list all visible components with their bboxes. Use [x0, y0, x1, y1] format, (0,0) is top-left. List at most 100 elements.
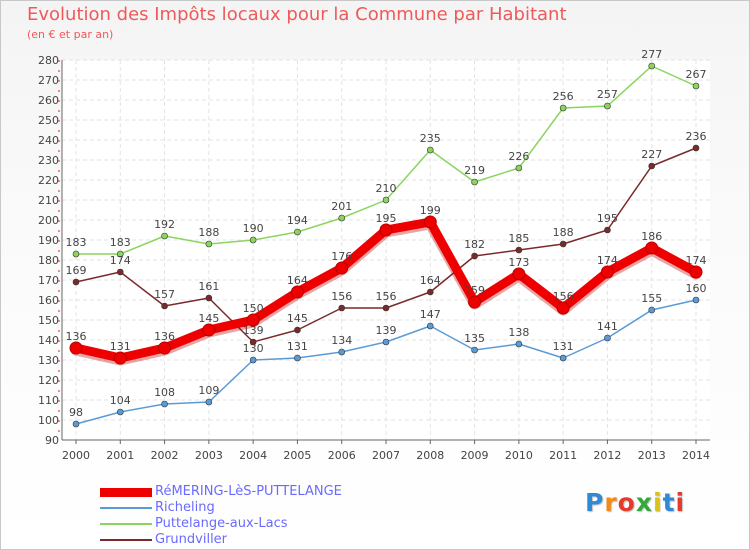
data-label: 185	[508, 232, 529, 245]
data-label: 186	[641, 230, 662, 243]
data-point	[604, 226, 611, 234]
data-label: 267	[686, 68, 707, 81]
data-point	[604, 102, 611, 110]
data-label: 182	[464, 238, 485, 251]
data-point	[116, 268, 124, 276]
legend-label: Puttelange-aux-Lacs	[155, 516, 288, 531]
logo-letter: i	[675, 488, 686, 517]
logo-letter: t	[662, 488, 676, 517]
x-tick-label: 2005	[283, 449, 311, 462]
data-label: 164	[420, 274, 441, 287]
data-label: 141	[597, 320, 618, 333]
data-point	[426, 288, 434, 296]
data-label: 138	[508, 326, 529, 339]
x-tick-label: 2003	[195, 449, 223, 462]
y-tick-label: 260	[38, 94, 59, 107]
data-label: 145	[198, 312, 219, 325]
data-label: 201	[331, 200, 352, 213]
y-tick-label: 130	[38, 354, 59, 367]
y-tick-label: 120	[38, 374, 59, 387]
data-point	[338, 214, 346, 222]
logo-letter: o	[617, 488, 636, 517]
x-tick-label: 2010	[505, 449, 533, 462]
chart-legend: RéMERING-LèS-PUTTELANGE Richeling Puttelan…	[100, 484, 400, 548]
data-point	[692, 82, 700, 90]
y-tick-label: 140	[38, 334, 59, 347]
data-point	[205, 398, 213, 406]
legend-swatch	[100, 507, 152, 509]
y-tick-label: 160	[38, 294, 59, 307]
data-point	[249, 356, 257, 364]
data-point	[515, 340, 523, 348]
data-label: 194	[287, 214, 308, 227]
y-tick-label: 170	[38, 274, 59, 287]
x-tick-label: 2014	[682, 449, 710, 462]
data-label: 155	[641, 292, 662, 305]
data-label: 156	[553, 290, 574, 303]
data-point	[515, 246, 523, 254]
data-label: 131	[553, 340, 574, 353]
legend-swatch	[100, 539, 152, 541]
data-label: 108	[154, 386, 175, 399]
data-point	[294, 228, 301, 236]
data-point	[116, 408, 124, 416]
legend-item: RéMERING-LèS-PUTTELANGE	[100, 484, 400, 500]
logo-letter: r	[604, 488, 618, 517]
data-point	[205, 240, 213, 248]
data-label: 131	[110, 340, 131, 353]
data-point	[471, 252, 478, 260]
data-point	[113, 351, 127, 365]
y-tick-label: 90	[45, 434, 59, 447]
data-label: 136	[154, 330, 175, 343]
x-tick-label: 2011	[549, 449, 577, 462]
data-label: 157	[154, 288, 175, 301]
chart-title: Evolution des Impôts locaux pour la Comm…	[27, 4, 567, 25]
data-point	[246, 313, 260, 327]
data-label: 257	[597, 88, 618, 101]
data-label: 139	[376, 324, 397, 337]
data-point	[559, 240, 567, 248]
data-point	[426, 322, 434, 330]
data-label: 169	[66, 264, 87, 277]
data-label: 98	[69, 406, 83, 419]
data-label: 174	[110, 254, 131, 267]
logo-letter: x	[635, 488, 653, 517]
x-tick-label: 2001	[106, 449, 134, 462]
data-point	[161, 302, 168, 310]
data-label: 174	[686, 254, 707, 267]
data-point	[338, 348, 346, 356]
data-label: 173	[508, 256, 529, 269]
x-tick-label: 2013	[638, 449, 666, 462]
data-label: 219	[464, 164, 485, 177]
legend-label: Grundviller	[155, 532, 228, 547]
data-point	[382, 338, 390, 346]
data-label: 192	[154, 218, 175, 231]
data-point	[338, 304, 346, 312]
data-label: 236	[686, 130, 707, 143]
legend-item: Puttelange-aux-Lacs	[100, 516, 400, 532]
data-point	[426, 146, 434, 154]
data-point	[116, 250, 124, 258]
series-1: 98 104 108 109 130 131 134 139 147 135 138 131 141 15…	[69, 282, 707, 428]
data-point	[72, 250, 80, 258]
data-label: 104	[110, 394, 131, 407]
x-tick-label: 2007	[372, 449, 400, 462]
data-label: 150	[243, 302, 264, 315]
data-point	[382, 196, 390, 204]
data-point	[645, 241, 659, 255]
chart-subtitle: (en € et par an)	[27, 28, 114, 41]
y-tick-label: 150	[38, 314, 59, 327]
legend-swatch	[100, 523, 152, 525]
data-point	[379, 223, 393, 237]
data-label: 188	[198, 226, 219, 239]
data-point	[692, 144, 700, 152]
y-tick-label: 110	[38, 394, 59, 407]
data-point	[249, 236, 257, 244]
data-label: 256	[553, 90, 574, 103]
data-point	[205, 294, 213, 302]
data-point	[692, 296, 700, 304]
data-point	[72, 278, 80, 286]
data-point	[290, 285, 304, 299]
x-tick-label: 2004	[239, 449, 267, 462]
